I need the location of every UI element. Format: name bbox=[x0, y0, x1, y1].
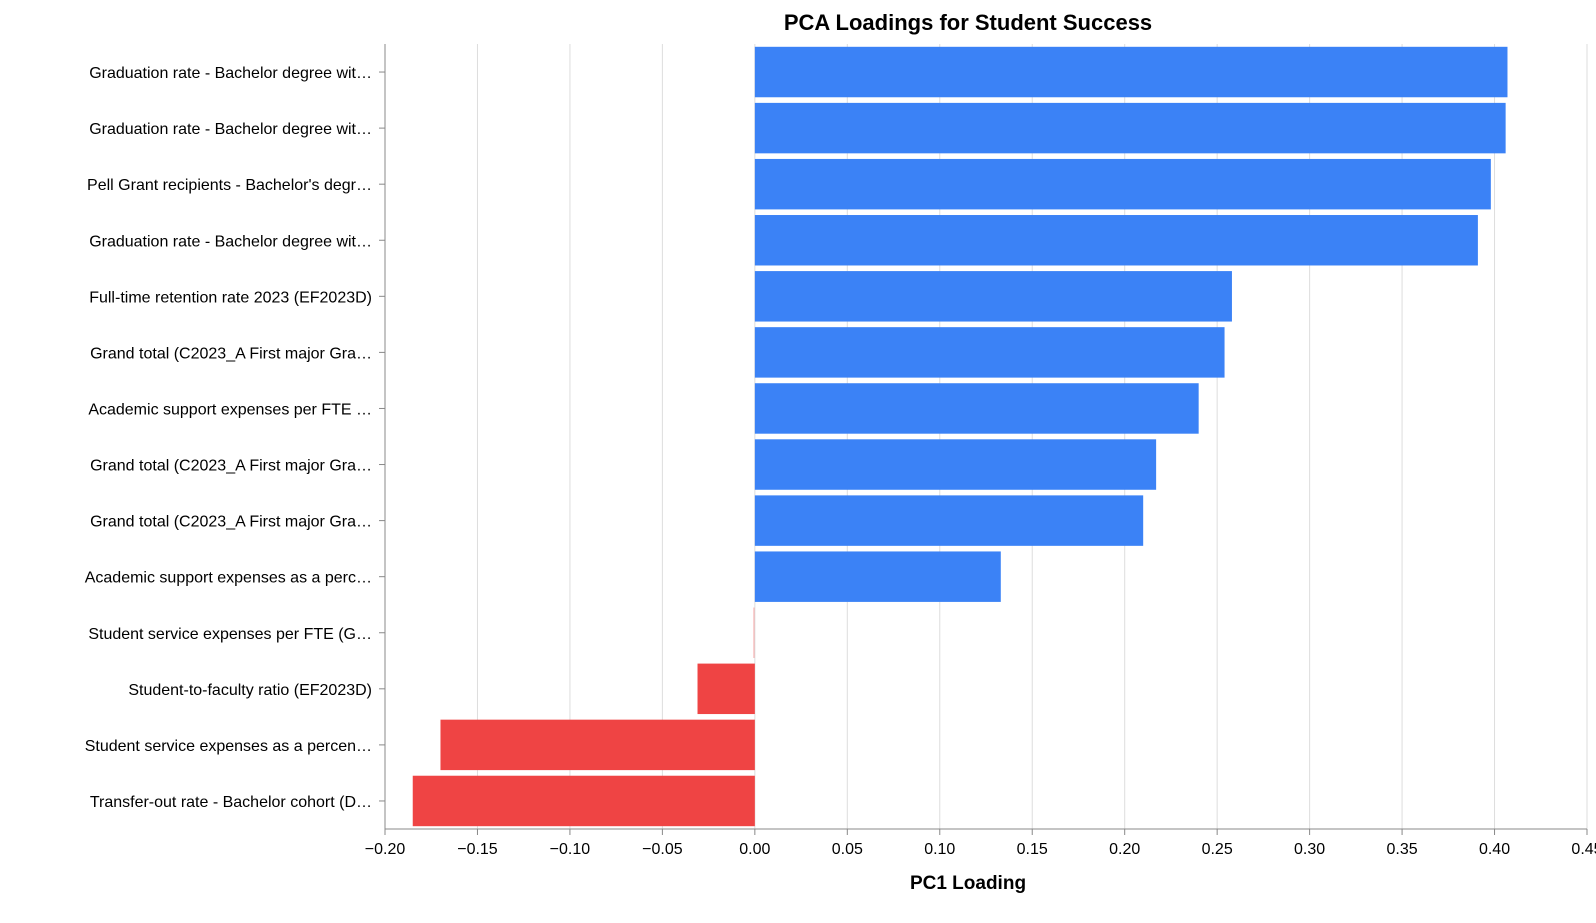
bar bbox=[754, 215, 1478, 266]
bar bbox=[754, 495, 1144, 546]
x-tick-label: 0.20 bbox=[1109, 841, 1140, 858]
x-tick-label: −0.20 bbox=[365, 841, 406, 858]
bar bbox=[754, 551, 1001, 602]
bar bbox=[754, 439, 1157, 490]
x-tick-label: 0.05 bbox=[832, 841, 863, 858]
x-axis-title: PC1 Loading bbox=[910, 873, 1026, 894]
y-tick-label: Student service expenses as a percen… bbox=[85, 738, 372, 755]
axes: −0.20 −0.15 −0.10 −0.05 0.00 0.05 0.10 0.15 0.20… bbox=[85, 44, 1596, 858]
y-tick-label: Transfer-out rate - Bachelor cohort (D… bbox=[90, 794, 372, 811]
x-tick-label: 0.25 bbox=[1202, 841, 1233, 858]
x-tick-label: −0.05 bbox=[642, 841, 683, 858]
y-tick-label: Pell Grant recipients - Bachelor's degr… bbox=[87, 177, 372, 194]
y-tick-label: Student service expenses per FTE (G… bbox=[88, 626, 372, 643]
y-tick-label: Academic support expenses as a perc… bbox=[85, 570, 372, 587]
y-tick-label: Graduation rate - Bachelor degree wit… bbox=[89, 65, 372, 82]
y-tick-label: Graduation rate - Bachelor degree wit… bbox=[89, 121, 372, 138]
bar bbox=[697, 663, 755, 715]
bar bbox=[412, 775, 755, 827]
y-tick-label: Grand total (C2023_A First major Gra… bbox=[90, 458, 372, 475]
x-tick-label: 0.45 bbox=[1571, 841, 1596, 858]
y-tick-label: Grand total (C2023_A First major Gra… bbox=[90, 345, 372, 362]
x-tick-label: 0.40 bbox=[1479, 841, 1510, 858]
x-tick-label: −0.15 bbox=[457, 841, 498, 858]
bar bbox=[754, 383, 1199, 434]
y-tick-label: Student-to-faculty ratio (EF2023D) bbox=[128, 682, 372, 699]
bar bbox=[754, 46, 1508, 98]
x-tick-label: 0.30 bbox=[1294, 841, 1325, 858]
bar bbox=[754, 158, 1491, 210]
y-tick-label: Full-time retention rate 2023 (EF2023D) bbox=[89, 289, 372, 306]
bar bbox=[754, 327, 1225, 378]
x-tick-label: −0.10 bbox=[550, 841, 591, 858]
bar bbox=[752, 607, 755, 658]
bars bbox=[412, 46, 1508, 827]
y-tick-label: Graduation rate - Bachelor degree wit… bbox=[89, 233, 372, 250]
bar bbox=[440, 719, 755, 771]
y-tick-label: Academic support expenses per FTE … bbox=[88, 401, 372, 418]
bar bbox=[754, 271, 1232, 322]
x-tick-label: 0.35 bbox=[1387, 841, 1418, 858]
bar bbox=[754, 102, 1506, 154]
x-tick-label: 0.15 bbox=[1017, 841, 1048, 858]
chart-title: PCA Loadings for Student Success bbox=[784, 10, 1152, 35]
x-tick-label: 0.10 bbox=[924, 841, 955, 858]
x-tick-label: 0.00 bbox=[739, 841, 770, 858]
y-tick-label: Grand total (C2023_A First major Gra… bbox=[90, 514, 372, 531]
